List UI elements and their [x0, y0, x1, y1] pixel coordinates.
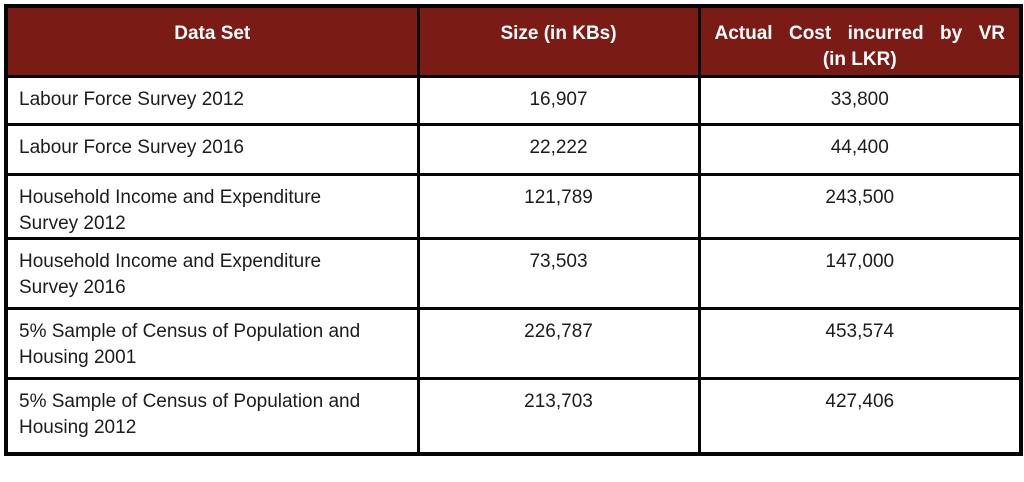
cost-cell: 427,406 — [697, 376, 1023, 456]
table-row: Labour Force Survey 2012 16,907 33,800 — [4, 74, 1023, 126]
col-header-size-label: Size (in KBs) — [500, 23, 617, 44]
header-row: Data Set Size (in KBs) Actual Cost incur… — [4, 4, 1023, 78]
col-header-size: Size (in KBs) — [416, 4, 701, 78]
cost-cell: 33,800 — [697, 74, 1023, 126]
dataset-cell: Household Income and Expenditure Survey … — [4, 172, 420, 240]
cost-cell: 243,500 — [697, 172, 1023, 240]
size-cell: 16,907 — [416, 74, 701, 126]
cost-cell: 453,574 — [697, 306, 1023, 380]
dataset-cell: 5% Sample of Census of Population and Ho… — [4, 376, 420, 456]
col-header-cost-label-line2: (in LKR) — [822, 49, 897, 70]
table-row: Labour Force Survey 2016 22,222 44,400 — [4, 122, 1023, 176]
size-cell: 121,789 — [416, 172, 701, 240]
size-cell: 226,787 — [416, 306, 701, 380]
table-row: Household Income and Expenditure Survey … — [4, 236, 1023, 310]
dataset-cell: Household Income and Expenditure Survey … — [4, 236, 420, 310]
cost-cell: 44,400 — [697, 122, 1023, 176]
col-header-dataset-label: Data Set — [174, 23, 251, 44]
table-row: 5% Sample of Census of Population and Ho… — [4, 306, 1023, 380]
table-row: Household Income and Expenditure Survey … — [4, 172, 1023, 240]
size-cell: 73,503 — [416, 236, 701, 310]
dataset-cell: Labour Force Survey 2012 — [4, 74, 420, 126]
col-header-cost-label-line1: Actual Cost incurred by VR — [714, 23, 1006, 44]
size-cell: 213,703 — [416, 376, 701, 456]
size-cell: 22,222 — [416, 122, 701, 176]
col-header-cost: Actual Cost incurred by VR (in LKR) — [697, 4, 1023, 78]
col-header-dataset: Data Set — [4, 4, 420, 78]
dataset-cell: 5% Sample of Census of Population and Ho… — [4, 306, 420, 380]
cost-cell: 147,000 — [697, 236, 1023, 310]
cost-table: Data Set Size (in KBs) Actual Cost incur… — [4, 4, 1023, 456]
dataset-cell: Labour Force Survey 2016 — [4, 122, 420, 176]
table-row: 5% Sample of Census of Population and Ho… — [4, 376, 1023, 456]
